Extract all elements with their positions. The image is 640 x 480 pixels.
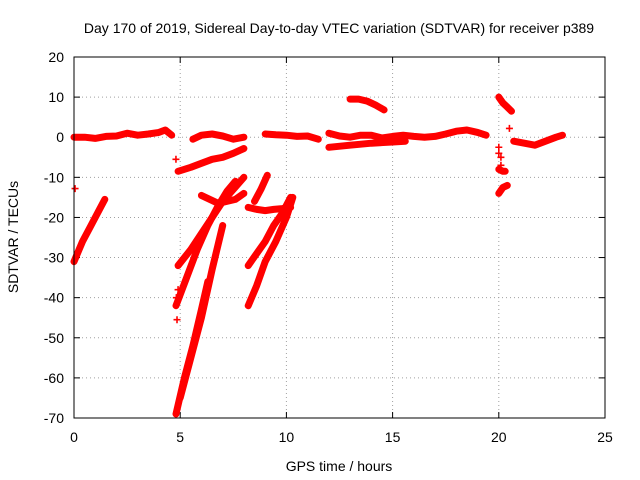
x-tick-label: 5 — [176, 429, 184, 445]
x-tick-label: 0 — [70, 429, 78, 445]
data-series-baseline-4 — [325, 126, 490, 142]
grid-layer — [74, 57, 605, 418]
data-series-scatter-20b — [495, 165, 509, 175]
data-point-marker — [495, 143, 503, 151]
data-series-short-8-9 — [251, 171, 271, 205]
y-tick-labels: -70 -60 -50 -40 -30 -20 -10 0 10 20 — [44, 49, 64, 426]
y-tick-label: -20 — [44, 209, 64, 225]
data-series-arc-13-14 — [346, 95, 388, 114]
x-tick-label: 10 — [279, 429, 295, 445]
y-tick-label: 0 — [56, 129, 64, 145]
data-point-marker — [495, 149, 503, 157]
data-series-hump-6-7 — [197, 189, 248, 207]
data-series-descending-12-16 — [325, 137, 409, 151]
plot-frame — [73, 56, 606, 419]
y-tick-label: 10 — [48, 89, 64, 105]
data-point-marker — [172, 155, 180, 163]
data-series-flat-8-10 — [244, 203, 295, 215]
y-tick-label: -70 — [44, 410, 64, 426]
series-layer — [70, 93, 566, 418]
data-series-drop-20 — [495, 93, 515, 115]
data-series-baseline-2 — [189, 130, 248, 143]
tick-layer — [73, 56, 606, 419]
x-tick-label: 15 — [385, 429, 401, 445]
data-point-marker — [71, 185, 79, 193]
x-tick-labels: 0 5 10 15 20 25 — [70, 429, 613, 445]
data-point-marker — [174, 286, 182, 294]
y-tick-label: -10 — [44, 169, 64, 185]
data-point-marker — [497, 153, 505, 161]
data-point-marker — [497, 161, 505, 169]
y-tick-label: -40 — [44, 290, 64, 306]
data-series-rise-0-1 — [70, 195, 109, 266]
y-tick-label: -30 — [44, 250, 64, 266]
data-point-marker — [172, 294, 180, 302]
data-series-baseline-3 — [261, 130, 322, 143]
data-point-marker — [173, 316, 181, 324]
data-series-baseline-5 — [510, 131, 566, 149]
data-series-fan-f — [244, 193, 297, 310]
data-series-fan-b — [172, 177, 239, 310]
y-tick-label: -60 — [44, 370, 64, 386]
chart-title: Day 170 of 2019, Sidereal Day-to-day VTE… — [84, 20, 594, 36]
y-tick-label: 20 — [48, 49, 64, 65]
data-series-scatter-20 — [495, 181, 511, 197]
data-series-rise-5-8 — [174, 145, 248, 175]
x-axis-label: GPS time / hours — [286, 458, 393, 474]
data-series-baseline-1 — [70, 126, 176, 142]
y-tick-label: -50 — [44, 330, 64, 346]
x-tick-label: 20 — [491, 429, 507, 445]
data-series-fan-d — [176, 222, 227, 402]
y-axis-label: SDTVAR / TECUs — [5, 181, 21, 293]
data-point-marker — [505, 124, 513, 132]
x-tick-label: 25 — [597, 429, 613, 445]
